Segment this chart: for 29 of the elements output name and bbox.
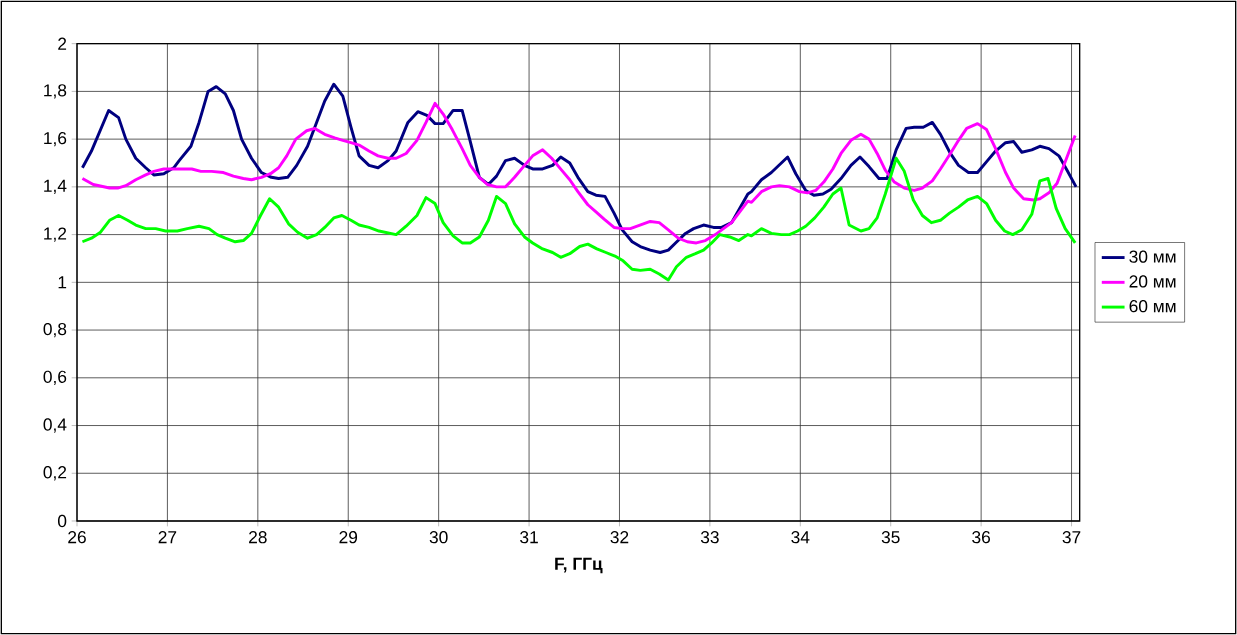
x-tick-label: 36	[972, 531, 991, 544]
x-tick-label: 26	[68, 531, 86, 544]
x-tick-label: 33	[700, 531, 719, 544]
y-tick-label: 1,2	[44, 227, 67, 242]
x-tick-label: 29	[339, 531, 358, 544]
y-tick-label: 0	[57, 514, 67, 528]
y-tick-label: 0,4	[43, 418, 67, 433]
x-tick-label: 37	[1062, 531, 1081, 544]
line-series	[80, 156, 1077, 282]
y-tick-label: 0,2	[43, 466, 67, 481]
y-tick-label: 1,4	[44, 179, 67, 194]
line-series	[80, 82, 1078, 254]
legend-label: 20 мм	[1129, 275, 1176, 288]
y-tick-label: 2	[58, 37, 67, 50]
y-tick-label: 1,6	[44, 131, 67, 147]
x-tick-label: 30	[429, 531, 448, 544]
y-tick-label: 1,8	[44, 84, 67, 99]
y-tick-label: 0,8	[43, 322, 67, 338]
x-tick-label: 27	[158, 531, 177, 544]
x-tick-label: 34	[791, 531, 810, 544]
y-tick-label: 1	[58, 276, 67, 289]
legend-label: 60 мм	[1129, 300, 1176, 313]
legend-label: 30 мм	[1129, 250, 1176, 263]
x-tick-label: 28	[249, 531, 267, 544]
x-tick-label: 32	[610, 531, 629, 544]
x-tick-label: 31	[520, 531, 538, 544]
x-axis-title: F, ГГц	[555, 557, 603, 574]
x-tick-label: 35	[881, 531, 900, 544]
y-tick-label: 0,6	[43, 370, 67, 385]
